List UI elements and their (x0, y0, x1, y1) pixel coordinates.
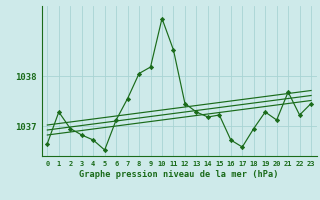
X-axis label: Graphe pression niveau de la mer (hPa): Graphe pression niveau de la mer (hPa) (79, 170, 279, 179)
